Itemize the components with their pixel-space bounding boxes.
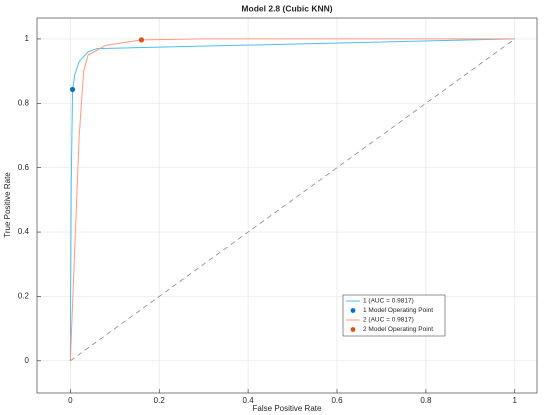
y-axis-label: True Positive Rate <box>3 172 12 238</box>
y-tick-label: 0 <box>25 356 30 365</box>
x-tick-label: 0.4 <box>243 396 255 405</box>
legend-label: 2 (AUC = 0.9817) <box>363 317 414 324</box>
y-tick-label: 1 <box>25 34 30 43</box>
x-tick-label: 0.2 <box>154 396 166 405</box>
y-tick-label: 0.6 <box>18 163 30 172</box>
operating-point <box>138 37 145 43</box>
legend-label: 2 Model Operating Point <box>363 326 433 333</box>
x-tick-label: 0 <box>68 396 73 405</box>
legend-box <box>342 294 446 337</box>
roc-curve <box>69 38 515 361</box>
y-tick-label: 0.8 <box>18 98 30 107</box>
plot-frame <box>36 17 538 394</box>
chance-line <box>70 38 516 362</box>
y-tick-label: 0.4 <box>18 227 30 236</box>
x-axis-label: False Positive Rate <box>253 404 322 413</box>
x-tick-label: 0.6 <box>331 396 343 405</box>
x-tick-label: 0.8 <box>420 396 432 405</box>
y-tick-label: 0.2 <box>18 292 30 301</box>
legend-marker <box>350 327 356 332</box>
roc-curve <box>69 38 515 361</box>
legend-label: 1 Model Operating Point <box>363 307 433 314</box>
legend-marker <box>350 308 356 313</box>
chart-title: Model 2.8 (Cubic KNN) <box>241 3 332 13</box>
x-tick-label: 1 <box>513 396 518 405</box>
legend-label: 1 (AUC = 0.9817) <box>363 298 414 305</box>
operating-point <box>69 86 76 93</box>
